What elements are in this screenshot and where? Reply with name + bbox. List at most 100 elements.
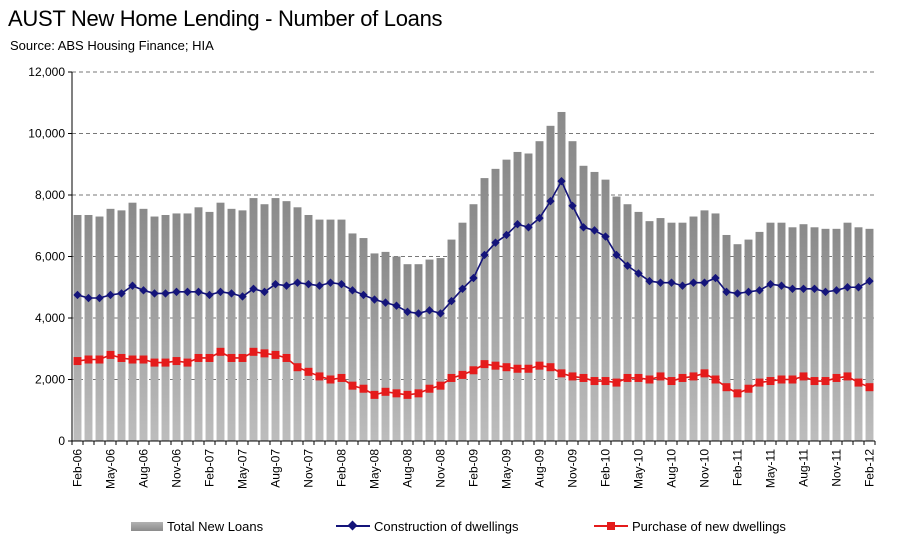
point-construction	[403, 307, 412, 317]
bar	[854, 227, 863, 441]
point-purchase	[128, 355, 137, 364]
point-purchase	[832, 373, 841, 382]
point-construction	[645, 276, 654, 286]
legend-swatch-square-line	[594, 519, 628, 533]
point-purchase	[304, 367, 313, 376]
point-construction	[326, 278, 335, 287]
point-purchase	[854, 378, 863, 387]
bar	[788, 227, 797, 441]
point-purchase	[700, 369, 709, 378]
point-purchase	[161, 358, 170, 367]
point-purchase	[601, 377, 610, 386]
x-tick-label: Aug-11	[797, 449, 811, 487]
bar	[436, 258, 445, 441]
point-construction	[392, 301, 401, 310]
point-construction	[161, 289, 170, 298]
point-construction	[579, 223, 588, 232]
point-construction	[634, 269, 643, 278]
point-construction	[843, 283, 852, 292]
point-construction	[183, 287, 192, 297]
point-purchase	[359, 384, 368, 393]
point-construction	[524, 223, 533, 232]
bar	[95, 216, 104, 441]
point-purchase	[579, 373, 588, 382]
point-purchase	[260, 349, 269, 358]
bar	[139, 208, 148, 441]
bar	[304, 214, 313, 441]
point-construction	[337, 279, 346, 289]
point-construction	[755, 286, 764, 295]
x-tick-label: Nov-07	[302, 449, 316, 488]
point-purchase	[436, 381, 445, 390]
y-tick-label: 0	[58, 434, 65, 448]
point-purchase	[502, 363, 511, 372]
point-purchase	[656, 372, 665, 381]
point-construction	[722, 287, 731, 297]
legend-item-construction: Construction of dwellings	[336, 517, 519, 535]
point-construction	[238, 292, 247, 301]
legend-label-construction: Construction of dwellings	[374, 518, 519, 534]
bar	[612, 196, 621, 441]
bar	[480, 178, 489, 441]
point-construction	[458, 284, 467, 293]
bar	[513, 151, 522, 441]
point-construction	[194, 287, 203, 297]
point-construction	[227, 289, 236, 298]
bar	[227, 208, 236, 441]
point-purchase	[315, 372, 324, 381]
bar	[425, 259, 434, 441]
point-construction	[854, 283, 863, 292]
bar	[678, 222, 687, 441]
point-construction	[128, 281, 137, 290]
point-purchase	[535, 361, 544, 370]
bar	[843, 222, 852, 441]
bar	[469, 204, 478, 441]
point-purchase	[271, 350, 280, 359]
bar	[403, 264, 412, 441]
point-purchase	[183, 358, 192, 367]
bar	[557, 111, 566, 441]
bar	[172, 213, 181, 441]
bar	[766, 222, 775, 441]
point-construction	[865, 276, 874, 286]
point-purchase	[392, 389, 401, 398]
point-purchase	[172, 357, 181, 366]
point-purchase	[623, 373, 632, 382]
point-construction	[260, 287, 269, 297]
point-construction	[95, 293, 104, 303]
bar	[370, 253, 379, 441]
bar	[689, 216, 698, 441]
bar	[150, 216, 159, 441]
point-purchase	[337, 373, 346, 382]
point-purchase	[227, 353, 236, 362]
bar	[579, 165, 588, 442]
point-construction	[689, 278, 698, 287]
bar	[832, 228, 841, 441]
bar	[810, 227, 819, 441]
point-construction	[832, 286, 841, 295]
bar	[656, 218, 665, 441]
x-tick-label: Feb-06	[71, 449, 85, 487]
point-purchase	[403, 390, 412, 399]
bar	[535, 141, 544, 441]
bar	[590, 171, 599, 441]
point-construction	[469, 273, 478, 283]
point-purchase	[293, 363, 302, 372]
point-construction	[810, 284, 819, 293]
bar	[458, 222, 467, 441]
x-tick-label: Aug-07	[269, 449, 283, 488]
y-tick-label: 8,000	[35, 188, 65, 202]
point-construction	[513, 220, 522, 229]
bar	[865, 228, 874, 441]
bar	[755, 231, 764, 441]
x-tick-label: Nov-11	[830, 449, 844, 487]
point-construction	[491, 238, 500, 247]
bar	[524, 153, 533, 442]
bar	[216, 202, 225, 441]
point-purchase	[117, 353, 126, 362]
bar	[821, 228, 830, 441]
point-purchase	[238, 353, 247, 362]
point-construction	[315, 281, 324, 290]
point-purchase	[381, 387, 390, 396]
